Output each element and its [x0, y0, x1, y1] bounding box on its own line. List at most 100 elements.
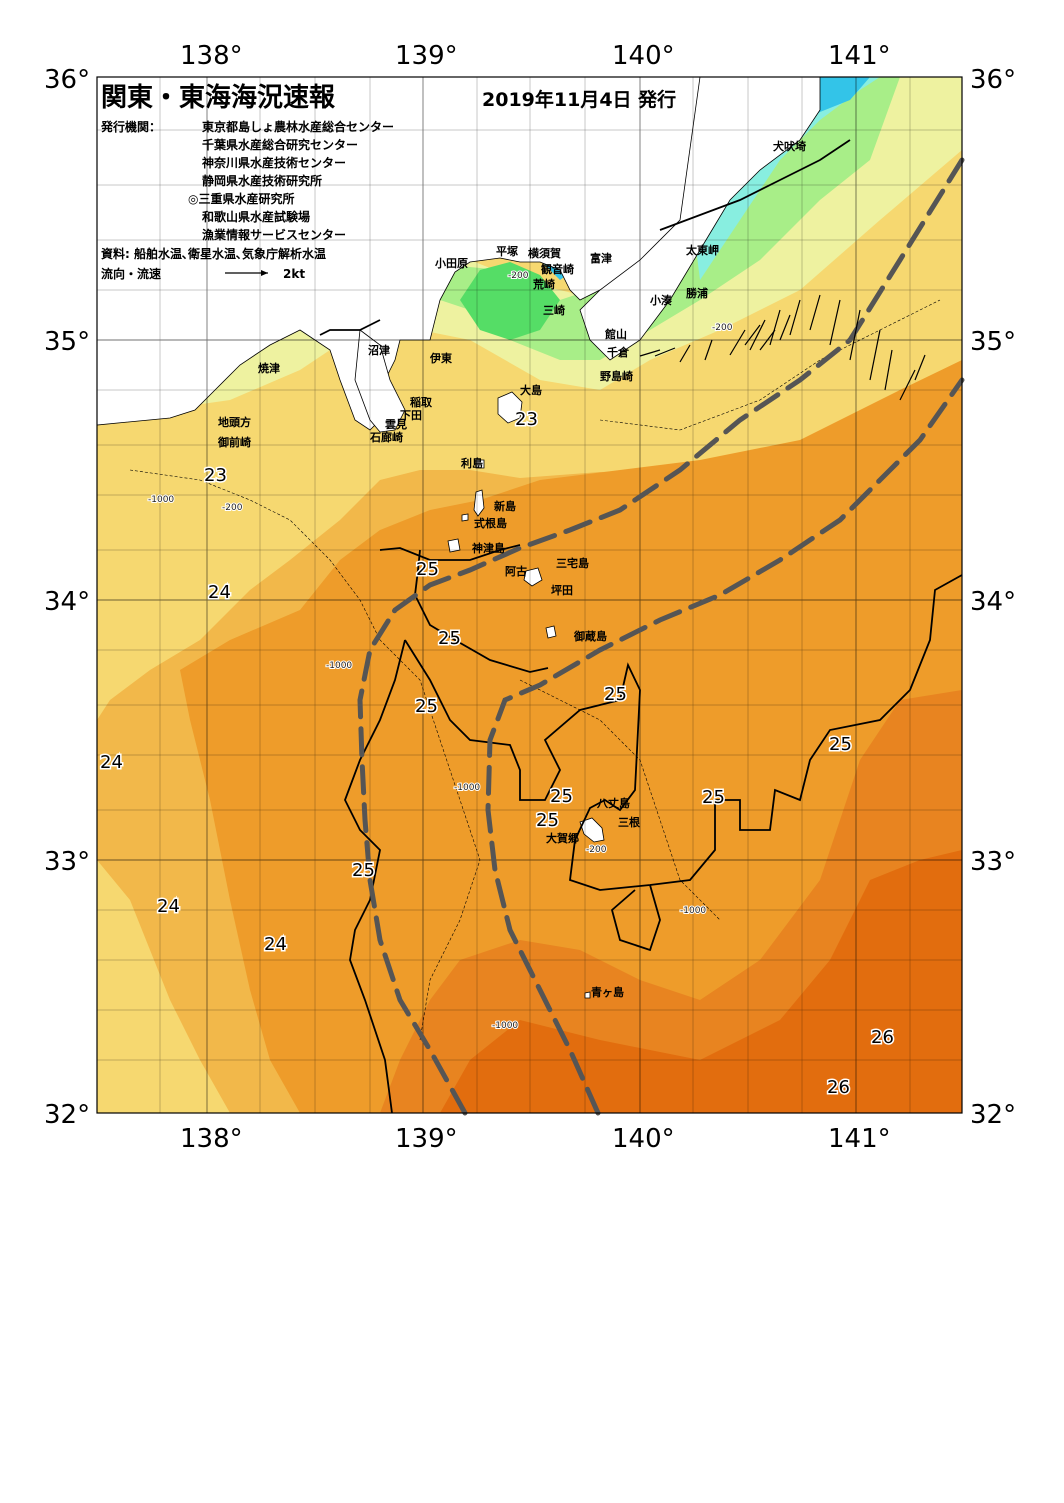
depth-label: -1000	[326, 661, 352, 671]
place-name: 富津	[590, 251, 612, 265]
lat-tick: 35°	[970, 327, 1016, 357]
place-name: 沼津	[368, 343, 390, 357]
place-name: 館山	[604, 327, 627, 341]
kuroshio-axis	[357, 157, 965, 1116]
lon-tick: 138°	[180, 1124, 243, 1154]
lon-tick: 139°	[395, 1124, 458, 1154]
place-names: 犬吠埼 太東岬 勝浦 小湊 富津 平塚 横須賀 観音崎 小田原 荒崎 三崎 館山…	[217, 139, 806, 999]
place-name: 阿古	[505, 564, 527, 578]
place-name: 雲見	[385, 418, 407, 431]
isotherm-label: 25	[550, 786, 573, 807]
lat-axis-right: 36° 35° 34° 33° 32°	[970, 65, 1016, 1130]
lon-tick: 138°	[180, 41, 243, 71]
place-name: 小湊	[649, 293, 672, 307]
lat-tick: 34°	[44, 587, 90, 617]
place-name: 坪田	[551, 584, 573, 597]
place-name: 式根島	[474, 516, 507, 530]
place-name: 三崎	[543, 303, 565, 317]
isotherm-label: 26	[827, 1077, 850, 1098]
depth-contours	[129, 299, 941, 1041]
isotherm-label: 25	[604, 684, 627, 705]
isotherm-label: 24	[100, 752, 123, 773]
place-name: 御前崎	[217, 435, 251, 449]
island-toshima	[475, 459, 485, 469]
place-name: 三宅島	[556, 556, 589, 570]
agency-name: 和歌山県水産試験場	[201, 209, 310, 224]
place-name: 勝浦	[686, 286, 708, 300]
depth-label: -200	[586, 845, 607, 855]
island-niijima	[473, 489, 485, 517]
water-deep	[440, 850, 962, 1113]
lat-tick: 36°	[970, 65, 1016, 95]
place-name: 下田	[400, 409, 422, 422]
lat-tick: 36°	[44, 65, 90, 95]
isotherm-label: 25	[415, 696, 438, 717]
agency-name: 静岡県水産技術研究所	[202, 173, 322, 188]
place-name: 観音崎	[541, 262, 574, 276]
isotherm-label: 24	[264, 934, 287, 955]
lon-tick: 139°	[395, 41, 458, 71]
map-header: 関東・東海海況速報 2019年11月4日 発行 発行機関： 東京都島しょ農林水産…	[100, 83, 676, 281]
lat-axis-left: 36° 35° 34° 33° 32°	[44, 65, 90, 1130]
isotherm-label: 23	[515, 409, 538, 430]
graticule	[97, 77, 962, 1113]
depth-label: -1000	[454, 783, 480, 793]
isotherm-label: 25	[536, 810, 559, 831]
place-name: 新島	[494, 499, 516, 513]
place-name: 八丈島	[596, 796, 630, 810]
place-name: 御蔵島	[573, 629, 607, 643]
place-name: 地頭方	[218, 415, 251, 429]
agency-name: 漁業情報サービスセンター	[202, 227, 346, 242]
flow-legend-label: 流向・流速	[101, 266, 161, 281]
depth-label: -1000	[680, 906, 706, 916]
island-mikurajima	[545, 625, 557, 639]
place-name: 太東岬	[685, 243, 719, 257]
depth-label: -200	[222, 503, 243, 513]
arrow-head-icon	[261, 270, 268, 276]
issue-date: 2019年11月4日 発行	[482, 88, 676, 111]
lat-tick: 33°	[970, 847, 1016, 877]
isotherm-label: 24	[157, 896, 180, 917]
current-vectors	[639, 294, 926, 401]
data-source: 資料: 船舶水温､衛星水温､気象庁解析水温	[101, 246, 326, 261]
lon-tick: 140°	[612, 1124, 675, 1154]
isotherm-labels: 23 23 24 25 25 25 25 25 25 25 25 25 24 2…	[99, 408, 896, 1100]
depth-label: -200	[508, 271, 529, 281]
depth-labels: -1000 -200 -1000 -1000 -1000 -1000 -200 …	[147, 270, 734, 1032]
lat-tick: 32°	[970, 1100, 1016, 1130]
place-name: 大島	[520, 383, 542, 397]
isotherm-lines	[319, 139, 963, 1114]
agency-name: 神奈川県水産技術センター	[202, 155, 346, 170]
place-name: 小田原	[434, 256, 468, 270]
island-hachijojima	[579, 817, 605, 843]
depth-label: -200	[712, 323, 733, 333]
lon-axis-bottom: 138° 139° 140° 141°	[180, 1124, 891, 1154]
isotherm-label: 25	[416, 559, 439, 580]
isotherm-label: 25	[829, 734, 852, 755]
island-aogashima	[584, 991, 591, 999]
lat-tick: 35°	[44, 327, 90, 357]
place-name: 犬吠埼	[773, 139, 806, 153]
lon-tick: 140°	[612, 41, 675, 71]
map-title: 関東・東海海況速報	[101, 83, 336, 113]
lon-tick: 141°	[828, 41, 891, 71]
place-name: 伊東	[429, 351, 453, 365]
lat-tick: 34°	[970, 587, 1016, 617]
isotherm-label: 25	[702, 787, 725, 808]
place-name: 荒崎	[532, 277, 555, 291]
place-name: 利島	[461, 456, 483, 470]
land-izu	[354, 329, 406, 433]
agency-name: ◎三重県水産研究所	[188, 191, 294, 206]
place-name: 焼津	[258, 361, 280, 375]
place-name: 大賀郷	[546, 831, 579, 845]
map-frame	[96, 76, 963, 1114]
place-name: 平塚	[496, 244, 518, 258]
island-miyakejima	[523, 567, 543, 587]
place-name: 野島崎	[600, 369, 633, 383]
place-name: 石廊崎	[369, 430, 403, 444]
isotherm-label: 26	[871, 1027, 894, 1048]
agency-label: 発行機関：	[100, 119, 161, 134]
place-name: 神津島	[472, 541, 505, 555]
lon-axis-top: 138° 139° 140° 141°	[180, 41, 891, 71]
